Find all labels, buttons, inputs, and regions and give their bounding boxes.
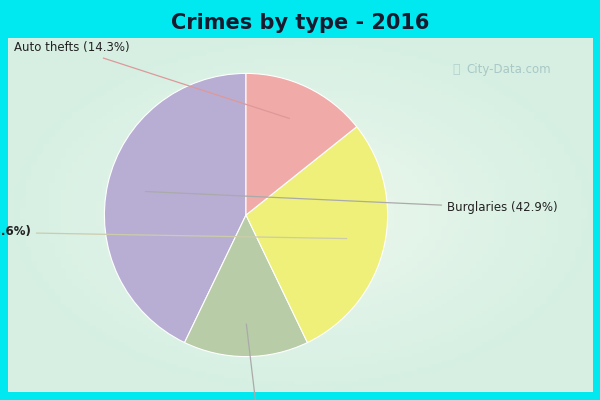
Text: ⦿: ⦿ xyxy=(452,63,460,76)
Wedge shape xyxy=(246,73,357,215)
Text: Crimes by type - 2016: Crimes by type - 2016 xyxy=(171,13,429,33)
Text: Burglaries (42.9%): Burglaries (42.9%) xyxy=(145,192,557,214)
Wedge shape xyxy=(104,73,246,342)
Wedge shape xyxy=(246,127,388,342)
Text: Rapes (14.3%): Rapes (14.3%) xyxy=(214,324,301,400)
Text: City-Data.com: City-Data.com xyxy=(467,63,551,76)
Text: Auto thefts (14.3%): Auto thefts (14.3%) xyxy=(14,42,289,118)
Wedge shape xyxy=(185,215,307,357)
Text: Assaults (28.6%): Assaults (28.6%) xyxy=(0,226,347,238)
